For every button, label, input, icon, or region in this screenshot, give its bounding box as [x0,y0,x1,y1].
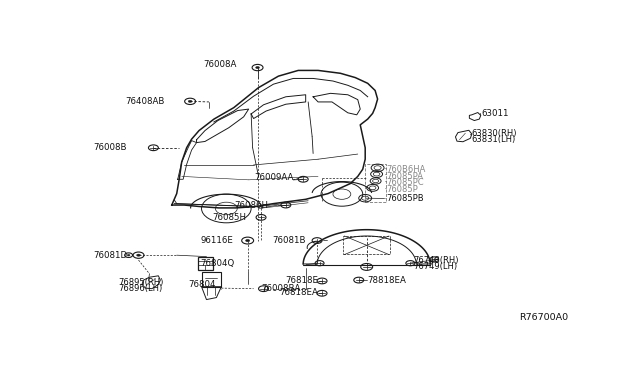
Circle shape [255,67,259,69]
Text: 76895(RH): 76895(RH) [118,278,164,287]
Text: 76009AA: 76009AA [254,173,293,182]
Text: 76749(LH): 76749(LH) [413,262,458,271]
Text: 76085H: 76085H [212,214,246,222]
Text: 76085PC: 76085PC [387,179,424,187]
Text: 76804: 76804 [188,280,216,289]
Text: 76008BA: 76008BA [261,284,300,293]
Text: 76085PA: 76085PA [387,171,424,181]
Text: 76086H: 76086H [234,201,269,209]
Text: 760B6HA: 760B6HA [387,165,426,174]
Text: 76081B: 76081B [272,236,306,246]
Text: 76008A: 76008A [203,60,236,69]
Text: 76896(LH): 76896(LH) [118,284,163,293]
Text: R76700A0: R76700A0 [520,314,568,323]
Text: 76085PB: 76085PB [387,194,424,203]
Text: 96116E: 96116E [201,236,234,246]
Text: 76081D: 76081D [93,251,127,260]
Bar [343,236,390,254]
Text: 63831(LH): 63831(LH) [472,135,516,144]
Text: 76408AB: 76408AB [125,97,164,106]
Text: 63011: 63011 [482,109,509,118]
Circle shape [188,100,192,102]
Bar [198,257,213,270]
Text: 76804Q: 76804Q [200,259,234,268]
Text: 76818EA: 76818EA [279,288,318,298]
Text: 63830(RH): 63830(RH) [472,129,517,138]
Text: 76748(RH): 76748(RH) [413,256,459,265]
Text: 76008B: 76008B [93,143,127,152]
Circle shape [136,254,140,256]
Bar [202,272,221,287]
Circle shape [246,239,250,242]
Text: 76085P: 76085P [387,185,419,194]
Text: 78818EA: 78818EA [367,276,406,285]
Circle shape [127,254,130,256]
Text: 76818E: 76818E [285,276,318,285]
